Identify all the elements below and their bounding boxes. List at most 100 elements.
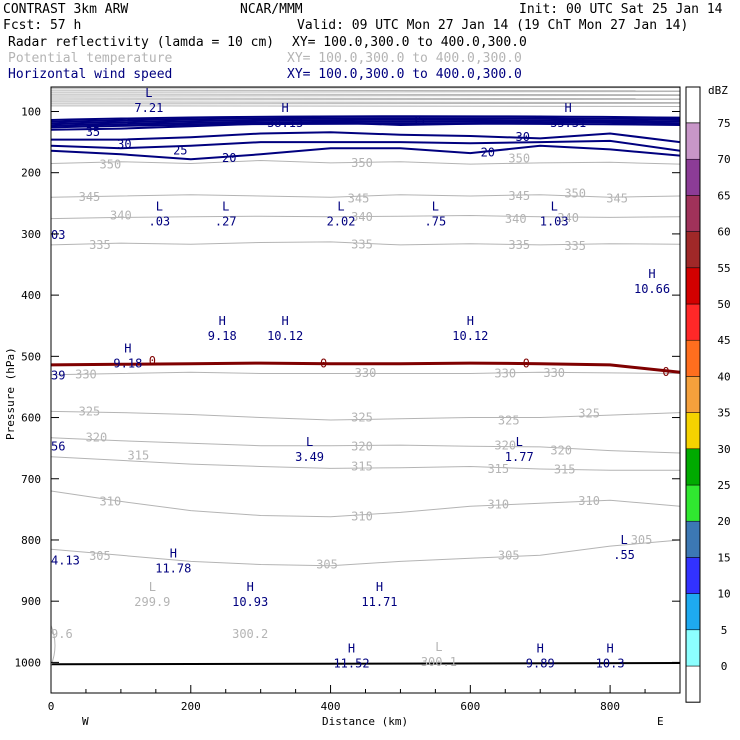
theta-contour-315 <box>50 456 680 471</box>
theta-label: 340 <box>505 212 527 226</box>
theta-label: 335 <box>564 239 586 253</box>
theta-label: 315 <box>487 462 509 476</box>
extremum-value: .55 <box>613 548 635 562</box>
extremum-H: H10.12 <box>452 314 488 343</box>
colorbar-swatch <box>685 665 701 703</box>
colorbar-swatch <box>685 484 701 522</box>
extremum-H: H11.52 <box>333 641 369 670</box>
extremum-H: H10.12 <box>267 314 303 343</box>
extremum-kind: H <box>606 641 613 655</box>
theta-label: 330 <box>355 366 377 380</box>
valid-time: Valid: 09 UTC Mon 27 Jan 14 (19 ChT Mon … <box>297 18 688 33</box>
extremum-kind: L <box>222 199 229 213</box>
theta-label: 350 <box>564 187 586 201</box>
wind-contour-jet <box>50 118 681 125</box>
theta-contour-upper <box>50 91 681 93</box>
colorbar-swatch <box>685 122 701 160</box>
colorbar-label: 15 <box>717 551 730 564</box>
edge-label: 03 <box>51 228 65 242</box>
wind-contour-jet <box>50 122 681 129</box>
field-name-reflectivity: Radar reflectivity (lamda = 10 cm) <box>8 35 274 50</box>
theta-contour-320 <box>50 437 681 454</box>
edge-label: 9.6 <box>51 627 73 641</box>
theta-label: 335 <box>89 238 111 252</box>
extremum-kind: H <box>376 580 383 594</box>
extremum-H: H9.18 <box>113 341 142 370</box>
extremum-kind: L <box>620 533 627 547</box>
y-tick-label: 600 <box>21 412 41 425</box>
y-tick-label: 300 <box>21 228 41 241</box>
theta-contour-upper <box>50 89 681 92</box>
field-xy-wind: XY= 100.0,300.0 to 400.0,300.0 <box>287 67 522 82</box>
x-tick-label: 200 <box>181 700 201 713</box>
x-tick-label: 400 <box>321 700 341 713</box>
theta-label: 325 <box>79 404 101 418</box>
colorbar-label: 25 <box>717 479 730 492</box>
colorbar-label: 10 <box>717 588 730 601</box>
theta-label: 345 <box>606 191 628 205</box>
x-axis-label: Distance (km) <box>322 715 408 728</box>
extremum-L: L.27 <box>215 199 237 228</box>
extremum-value: 2.02 <box>327 214 356 228</box>
extremum-value: .75 <box>425 214 447 228</box>
colorbar-title: dBZ <box>708 84 728 97</box>
colorbar-label: 5 <box>721 624 728 637</box>
extremum-kind: H <box>537 641 544 655</box>
colorbar-swatch <box>685 195 701 232</box>
y-tick-label: 800 <box>21 534 41 547</box>
theta-contour-upper <box>50 87 681 89</box>
colorbar-label: 75 <box>717 117 730 130</box>
extremum-value: 300.1 <box>421 655 457 669</box>
reflectivity-label: 0 <box>662 365 669 379</box>
colorbar-swatch <box>685 231 701 269</box>
colorbar-label: 65 <box>717 189 730 202</box>
extremum-H: H10.66 <box>634 267 670 296</box>
theta-label: 305 <box>89 549 111 563</box>
colorbar-swatch <box>685 557 701 594</box>
extremum-kind: L <box>145 86 152 100</box>
edge-label: 300.2 <box>232 627 268 641</box>
theta-contour-330 <box>50 371 681 376</box>
theta-label: 345 <box>508 189 530 203</box>
extremum-H: H11.71 <box>361 580 397 609</box>
extremum-value: 9.18 <box>113 356 142 370</box>
wind-contour-20 <box>50 144 681 161</box>
colorbar-label: 70 <box>717 153 730 166</box>
colorbar-swatch <box>685 339 701 377</box>
extremum-kind: H <box>219 314 226 328</box>
extremum-L: L.75 <box>425 199 447 228</box>
wind-label: 30 <box>516 130 530 144</box>
extremum-L: L7.21 <box>134 86 163 115</box>
field-xy-theta: XY= 100.0,300.0 to 400.0,300.0 <box>287 51 522 66</box>
theta-contour-325 <box>50 410 681 421</box>
theta-label: 350 <box>351 156 373 170</box>
theta-label: 340 <box>110 209 132 223</box>
y-tick-label: 400 <box>21 289 41 302</box>
model-title: CONTRAST 3km ARW <box>3 2 128 17</box>
theta-contour-340 <box>50 214 681 220</box>
colorbar: dBZ 0 5 10 15 20 25 30 35 40 45 50 55 60 65 70 75 <box>685 84 731 703</box>
reflectivity-contour-0 <box>50 361 681 374</box>
extremum-kind: H <box>124 341 131 355</box>
extremum-value: 9.18 <box>208 329 237 343</box>
theta-contour-305 <box>50 539 681 567</box>
wind-contour-jet <box>50 115 681 122</box>
theta-label: 310 <box>578 494 600 508</box>
extremum-value: .03 <box>148 214 170 228</box>
extremum-kind: L <box>306 435 313 449</box>
extremum-value: 35.31 <box>550 116 586 130</box>
theta-label: 335 <box>351 237 373 251</box>
theta-label: 335 <box>508 238 530 252</box>
extremum-kind: H <box>282 101 289 115</box>
extremum-value: 10.93 <box>232 595 268 609</box>
extremum-value: 38.13 <box>267 116 303 130</box>
theta-contour-upper <box>50 97 681 100</box>
y-tick-label: 500 <box>21 350 41 363</box>
colorbar-frame <box>685 86 701 703</box>
colorbar-swatch <box>685 629 701 667</box>
extremum-H: H9.18 <box>208 314 237 343</box>
x-tick-label: 600 <box>460 700 480 713</box>
